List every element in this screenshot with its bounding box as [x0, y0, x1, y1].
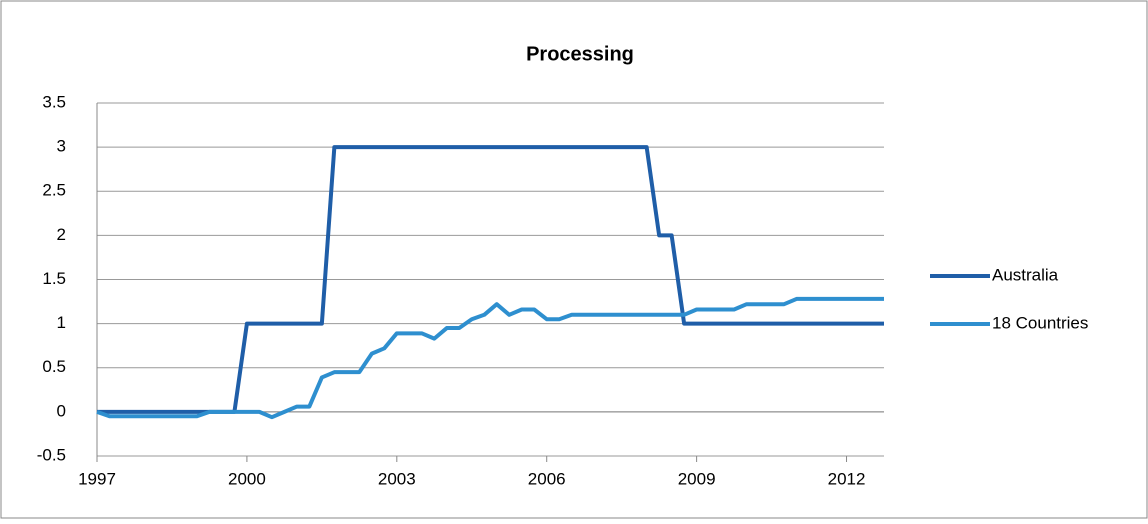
legend-label: 18 Countries: [992, 313, 1088, 332]
x-tick-label: 2000: [228, 469, 266, 488]
x-tick-label: 2003: [378, 469, 416, 488]
x-tick-label: 2009: [678, 469, 716, 488]
x-tick-label: 1997: [78, 469, 116, 488]
chart-title: Processing: [526, 43, 634, 65]
x-tick-label: 2006: [528, 469, 566, 488]
y-tick-label: 2.5: [42, 181, 66, 200]
series-line: [96, 296, 884, 420]
y-tick-label: 1: [57, 313, 66, 332]
legend-label: Australia: [992, 265, 1059, 284]
y-tick-label: 0: [57, 401, 66, 420]
x-tick-label: 2012: [828, 469, 866, 488]
y-tick-label: 1.5: [42, 269, 66, 288]
y-tick-label: -0.5: [37, 445, 66, 464]
y-tick-label: 3.5: [42, 92, 66, 111]
y-tick-label: 2: [57, 225, 66, 244]
y-tick-label: 0.5: [42, 357, 66, 376]
y-tick-label: 3: [57, 137, 66, 156]
